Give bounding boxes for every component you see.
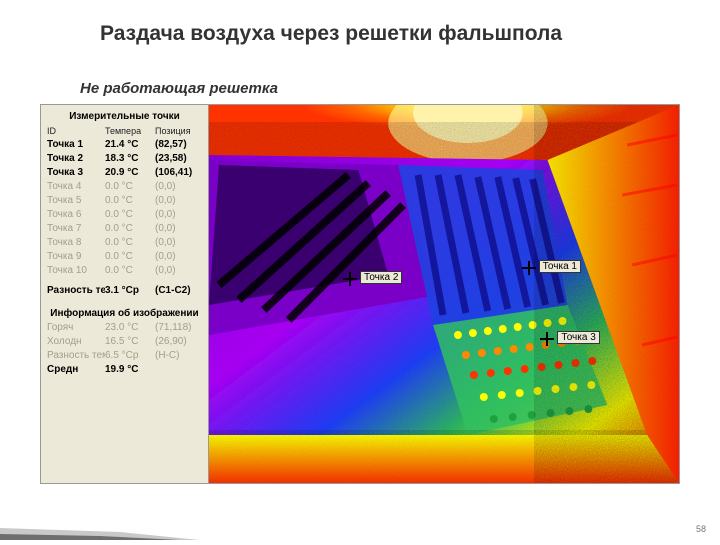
avg-label: Средн bbox=[47, 363, 105, 377]
point-id: Точка 7 bbox=[47, 222, 105, 236]
point-row: Точка 80.0 °C(0,0) bbox=[45, 236, 204, 250]
point-id: Точка 4 bbox=[47, 180, 105, 194]
point-row: Точка 40.0 °C(0,0) bbox=[45, 180, 204, 194]
point-row: Точка 60.0 °C(0,0) bbox=[45, 208, 204, 222]
point-id: Точка 3 bbox=[47, 166, 105, 180]
thermal-image: Точка 1Точка 2Точка 3 bbox=[209, 105, 679, 483]
col-id: ID bbox=[47, 124, 105, 138]
avg-value: 19.9 °C bbox=[105, 363, 155, 377]
info-panel: Измерительные точки ID Темпера Позиция Т… bbox=[41, 105, 209, 483]
page-number: 58 bbox=[696, 524, 706, 534]
point-temp: 20.9 °C bbox=[105, 166, 155, 180]
point-pos: (0,0) bbox=[155, 222, 202, 236]
point-pos: (82,57) bbox=[155, 138, 202, 152]
point-temp: 0.0 °C bbox=[105, 236, 155, 250]
point-temp: 0.0 °C bbox=[105, 180, 155, 194]
point-row: Точка 50.0 °C(0,0) bbox=[45, 194, 204, 208]
hot-label: Горяч bbox=[47, 321, 105, 335]
point-temp: 0.0 °C bbox=[105, 264, 155, 278]
point-id: Точка 5 bbox=[47, 194, 105, 208]
diff-temp-row: Разность темп 3.1 °Cр (C1-C2) bbox=[45, 284, 204, 298]
hot-row: Горяч 23.0 °C (71,118) bbox=[45, 321, 204, 335]
diff-hc-label: Разность темп bbox=[47, 349, 105, 363]
subtitle: Не работающая решетка bbox=[80, 80, 278, 97]
hot-pos: (71,118) bbox=[155, 321, 202, 335]
point-id: Точка 8 bbox=[47, 236, 105, 250]
point-row: Точка 70.0 °C(0,0) bbox=[45, 222, 204, 236]
cold-value: 16.5 °C bbox=[105, 335, 155, 349]
point-pos: (0,0) bbox=[155, 180, 202, 194]
cold-pos: (26,90) bbox=[155, 335, 202, 349]
point-id: Точка 2 bbox=[47, 152, 105, 166]
point-pos: (0,0) bbox=[155, 194, 202, 208]
point-temp: 18.3 °C bbox=[105, 152, 155, 166]
point-temp: 0.0 °C bbox=[105, 208, 155, 222]
point-id: Точка 10 bbox=[47, 264, 105, 278]
point-pos: (0,0) bbox=[155, 264, 202, 278]
col-temp: Темпера bbox=[105, 124, 155, 138]
point-row: Точка 90.0 °C(0,0) bbox=[45, 250, 204, 264]
slide-title: Раздача воздуха через решетки фальшпола bbox=[100, 22, 562, 46]
diff-hc-value: 6.5 °Cр bbox=[105, 349, 155, 363]
diff-hc-pos: (H-C) bbox=[155, 349, 202, 363]
point-row: Точка 100.0 °C(0,0) bbox=[45, 264, 204, 278]
cold-row: Холодн 16.5 °C (26,90) bbox=[45, 335, 204, 349]
cold-label: Холодн bbox=[47, 335, 105, 349]
points-column-headers: ID Темпера Позиция bbox=[45, 124, 204, 138]
points-header: Измерительные точки bbox=[45, 111, 204, 122]
point-pos: (23,58) bbox=[155, 152, 202, 166]
diff-label: Разность темп bbox=[47, 284, 105, 298]
point-temp: 0.0 °C bbox=[105, 194, 155, 208]
avg-pos bbox=[155, 363, 202, 377]
point-pos: (0,0) bbox=[155, 236, 202, 250]
image-info-header: Информация об изображении bbox=[45, 308, 204, 319]
point-row: Точка 218.3 °C(23,58) bbox=[45, 152, 204, 166]
point-temp: 0.0 °C bbox=[105, 250, 155, 264]
point-id: Точка 9 bbox=[47, 250, 105, 264]
point-temp: 21.4 °C bbox=[105, 138, 155, 152]
point-pos: (106,41) bbox=[155, 166, 202, 180]
diff-pos: (C1-C2) bbox=[155, 284, 202, 298]
slide-decoration bbox=[0, 510, 200, 540]
point-id: Точка 1 bbox=[47, 138, 105, 152]
point-pos: (0,0) bbox=[155, 250, 202, 264]
col-pos: Позиция bbox=[155, 124, 202, 138]
point-id: Точка 6 bbox=[47, 208, 105, 222]
avg-row: Средн 19.9 °C bbox=[45, 363, 204, 377]
thermal-svg bbox=[209, 105, 679, 483]
hot-value: 23.0 °C bbox=[105, 321, 155, 335]
point-row: Точка 320.9 °C(106,41) bbox=[45, 166, 204, 180]
point-temp: 0.0 °C bbox=[105, 222, 155, 236]
point-pos: (0,0) bbox=[155, 208, 202, 222]
diff-hc-row: Разность темп 6.5 °Cр (H-C) bbox=[45, 349, 204, 363]
diff-value: 3.1 °Cр bbox=[105, 284, 155, 298]
point-row: Точка 121.4 °C(82,57) bbox=[45, 138, 204, 152]
thermal-app-panel: Измерительные точки ID Темпера Позиция Т… bbox=[40, 104, 680, 484]
